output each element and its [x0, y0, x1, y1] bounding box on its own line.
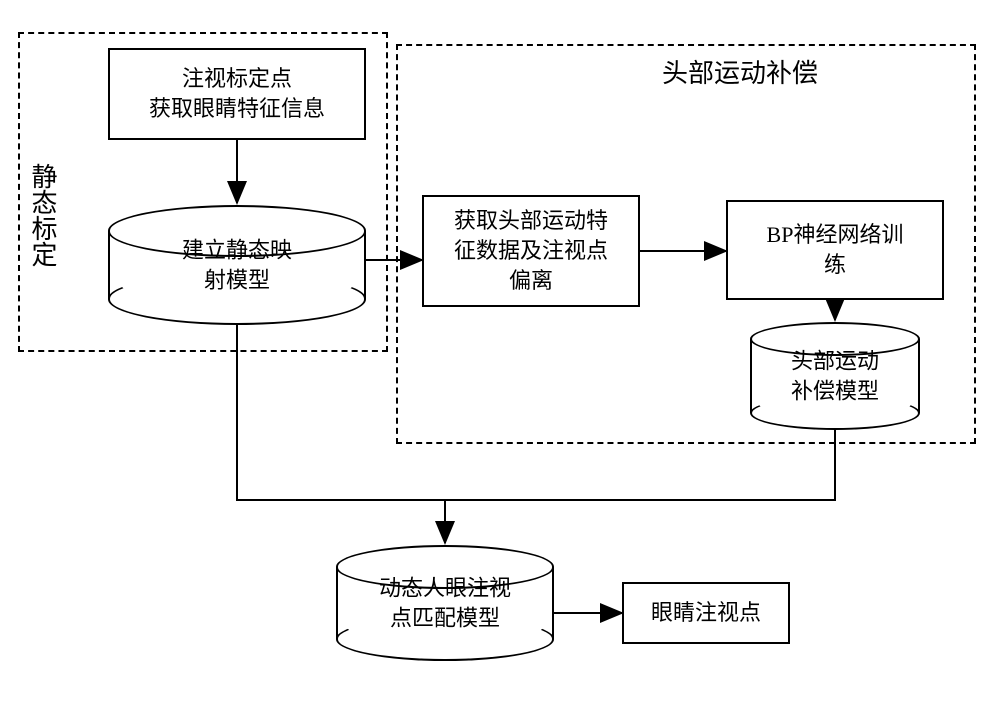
node-n1: 注视标定点获取眼睛特征信息 — [108, 48, 366, 140]
group-label-static_calib: 静态标定 — [26, 115, 60, 315]
node-n2: 建立静态映射模型 — [108, 205, 366, 325]
node-n3: 获取头部运动特征数据及注视点偏离 — [422, 195, 640, 307]
group-label-head_motion: 头部运动补偿 — [640, 56, 840, 90]
node-n6: 动态人眼注视点匹配模型 — [336, 545, 554, 661]
node-n4: BP神经网络训练 — [726, 200, 944, 300]
diagram-canvas: 静态标定 头部运动补偿 注视标定点获取眼睛特征信息建立静态映射模型获取头部运动特征数… — [0, 0, 1000, 715]
node-n7: 眼睛注视点 — [622, 582, 790, 644]
node-n5: 头部运动补偿模型 — [750, 322, 920, 430]
